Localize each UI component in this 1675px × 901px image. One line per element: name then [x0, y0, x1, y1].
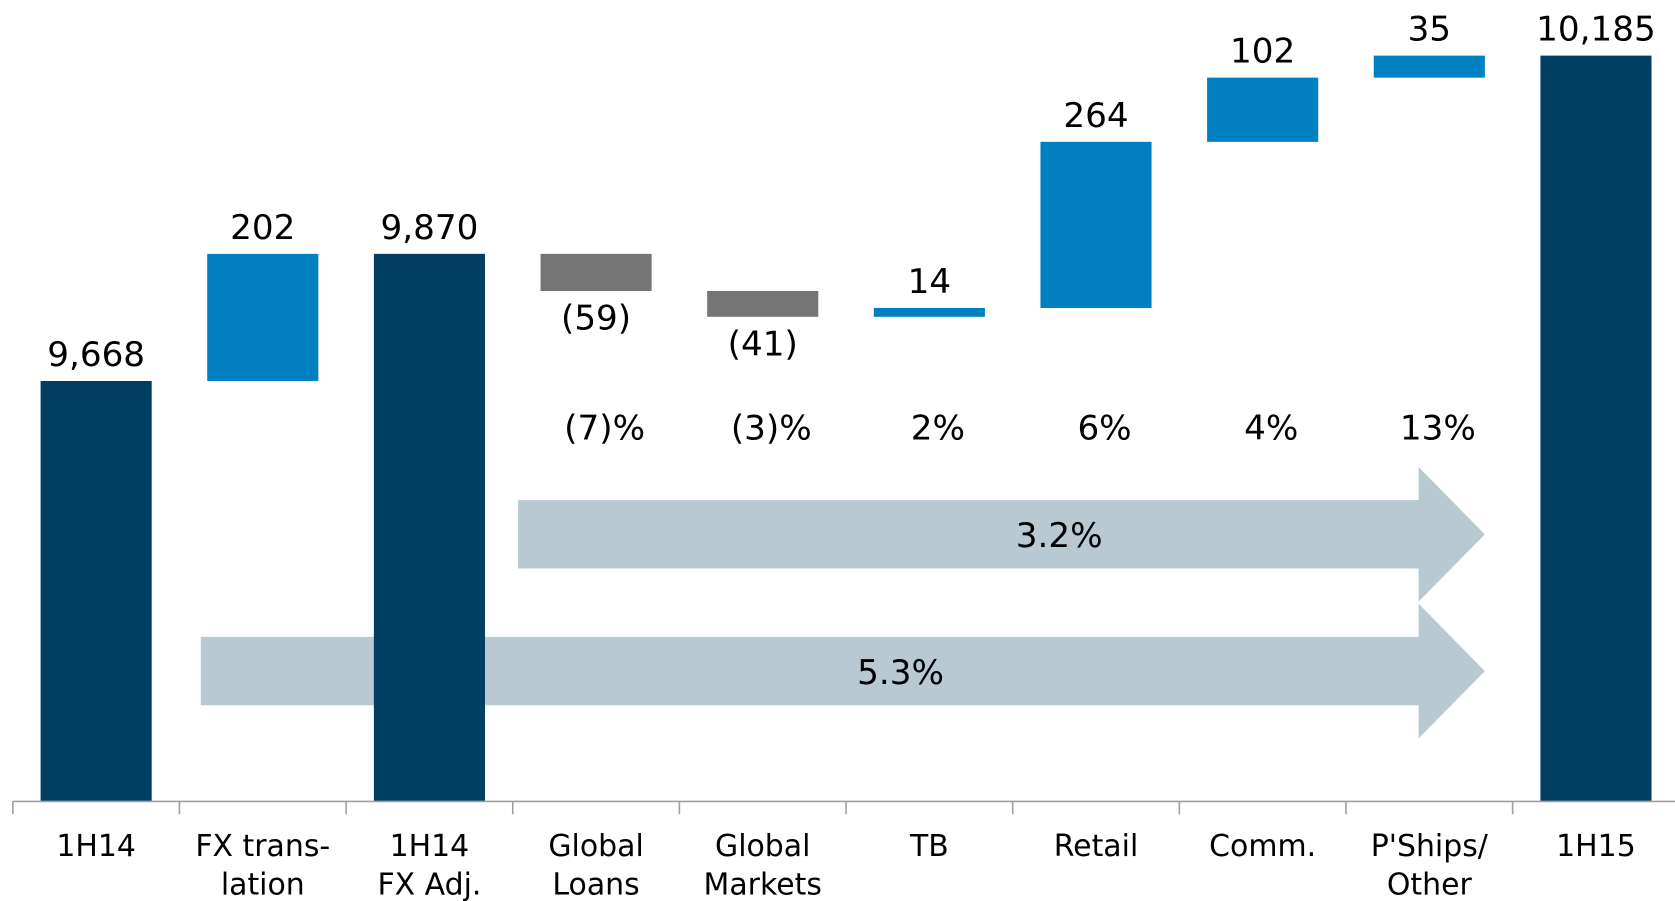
value-label: (41) — [728, 324, 798, 364]
bar — [1540, 55, 1652, 802]
value-label: 9,870 — [381, 208, 479, 248]
bar — [1207, 77, 1319, 142]
growth-label: 4% — [1244, 408, 1298, 448]
value-label: 102 — [1230, 32, 1295, 72]
bar — [40, 380, 152, 802]
x-tick-label: FX trans- — [195, 829, 330, 864]
growth-arrow — [200, 603, 1485, 739]
x-tick-label: Other — [1387, 867, 1473, 901]
value-label: 202 — [230, 208, 295, 248]
x-tick-label: TB — [909, 829, 949, 864]
bar — [1040, 141, 1152, 308]
bar — [1373, 55, 1485, 78]
bar — [707, 290, 819, 317]
value-label: 35 — [1408, 10, 1451, 50]
x-tick-label: P'Ships/ — [1371, 829, 1489, 864]
x-tick-label: Global — [715, 829, 810, 864]
x-tick-label: lation — [221, 867, 305, 901]
x-tick-label: 1H15 — [1556, 829, 1636, 864]
x-tick-label: Retail — [1054, 829, 1139, 864]
growth-label: (7)% — [564, 408, 645, 448]
arrow-label: 5.3% — [857, 653, 944, 693]
bar — [373, 253, 485, 802]
value-label: 10,185 — [1536, 10, 1656, 50]
bar — [540, 253, 652, 291]
growth-label: 13% — [1400, 408, 1476, 448]
bar — [207, 253, 319, 381]
bar — [873, 307, 985, 317]
growth-arrow — [518, 467, 1485, 602]
x-tick-label: Global — [548, 829, 643, 864]
x-tick-label: Loans — [552, 867, 639, 901]
value-label: 9,668 — [47, 335, 145, 375]
x-tick-label: 1H14 — [56, 829, 136, 864]
value-label: (59) — [561, 298, 631, 338]
value-label: 14 — [908, 262, 951, 302]
value-label: 264 — [1063, 96, 1128, 136]
x-tick-label: FX Adj. — [377, 867, 481, 901]
growth-label: 6% — [1077, 408, 1131, 448]
growth-label: (3)% — [731, 408, 812, 448]
x-tick-label: 1H14 — [390, 829, 470, 864]
x-tick-label: Comm. — [1209, 829, 1316, 864]
growth-label: 2% — [911, 408, 965, 448]
x-tick-label: Markets — [704, 867, 822, 901]
arrow-label: 3.2% — [1016, 516, 1103, 556]
